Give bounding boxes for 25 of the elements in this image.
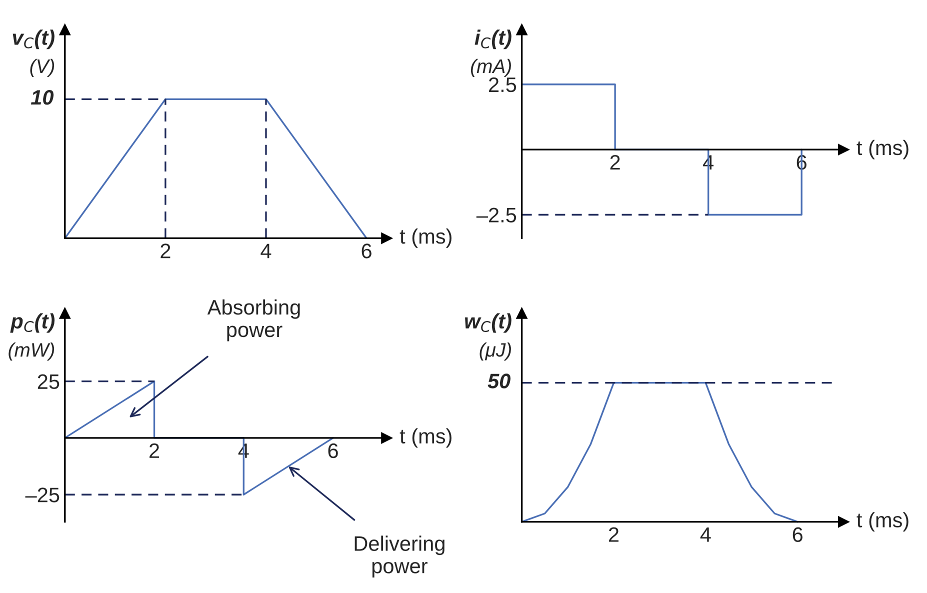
x-tick-label: 2 bbox=[160, 244, 170, 258]
text: 50 bbox=[488, 374, 510, 388]
x-tick-label: 2 bbox=[608, 527, 618, 542]
y-tick-label: 25 bbox=[38, 374, 60, 390]
y-axis-title: i$_{C}$(t) (mA) bbox=[470, 30, 512, 77]
x-tick-label: 6 bbox=[362, 244, 372, 258]
y-axis-title: p$_{C}$(t) (mW) bbox=[8, 313, 55, 361]
x-tick-label: 4 bbox=[700, 527, 711, 542]
x-tick-label: 2 bbox=[150, 443, 160, 458]
x-tick-label: 6 bbox=[792, 527, 802, 542]
y-tick-label: –25 bbox=[25, 488, 60, 502]
x-axis-title: t (ms) bbox=[400, 428, 452, 448]
x-tick-label: 6 bbox=[328, 443, 338, 458]
y-tick-label: –2.5 bbox=[476, 208, 516, 222]
y-axis-title: w$_{C}$(t) (μJ) bbox=[465, 313, 512, 361]
x-tick-label: 2 bbox=[610, 154, 620, 170]
text: 10 bbox=[30, 90, 54, 105]
annotation: Delivering power bbox=[354, 536, 444, 578]
y-tick-label: 2.5 bbox=[489, 77, 516, 92]
x-tick-label: 4 bbox=[260, 244, 272, 258]
x-axis-title: t (ms) bbox=[856, 140, 908, 160]
x-axis-title: t (ms) bbox=[400, 228, 452, 248]
x-axis-title: t (ms) bbox=[856, 512, 908, 532]
annotation: Absorbing power bbox=[207, 299, 300, 342]
y-axis-title: v$_{C}$(t) (V) bbox=[12, 30, 54, 77]
